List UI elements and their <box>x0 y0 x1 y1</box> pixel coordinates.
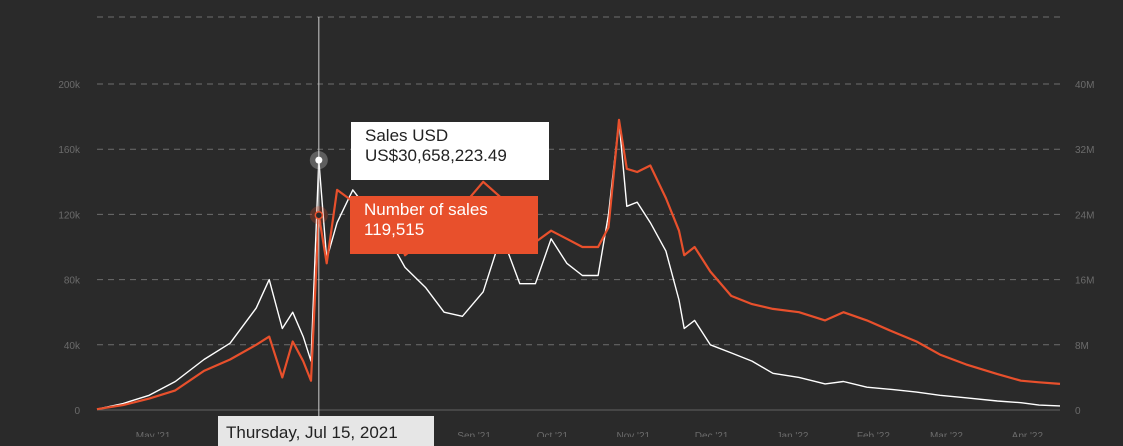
left-axis-tick-label: 80k <box>64 276 81 287</box>
x-axis-tick-label: Jan '22 <box>777 431 809 437</box>
x-axis-tick-label: Oct '21 <box>537 431 569 437</box>
x-axis-tick-label: Sep '21 <box>457 431 491 437</box>
x-axis-tick-label: Dec '21 <box>695 431 729 437</box>
left-axis-tick-label: 40k <box>64 341 81 352</box>
tooltip-sales-usd: Sales USD US$30,658,223.49 <box>351 122 549 180</box>
x-axis-tick-label: Apr '22 <box>1012 431 1044 437</box>
number-of-sales-marker <box>314 210 324 220</box>
sales-chart: 0 40k 80k 120k 160k 200k 0 8M 16M 24M 32M 40M May '2… <box>58 16 1094 446</box>
tooltip-number-of-sales-value: 119,515 <box>364 220 425 239</box>
right-axis-tick-label: 16M <box>1075 276 1094 287</box>
right-axis-tick-label: 32M <box>1075 145 1094 156</box>
tooltip-number-of-sales: Number of sales 119,515 <box>350 196 538 254</box>
right-axis-tick-label: 40M <box>1075 80 1094 91</box>
left-axis-tick-label: 0 <box>74 406 80 417</box>
left-axis-tick-label: 200k <box>58 80 81 91</box>
right-axis-tick-label: 8M <box>1075 341 1089 352</box>
series-line-number-of-sales <box>96 118 1061 411</box>
x-axis-tick-label: Feb '22 <box>857 431 890 437</box>
crosshair-date-label: Thursday, Jul 15, 2021 <box>218 416 434 446</box>
right-axis-tick-label: 0 <box>1075 406 1081 417</box>
tooltip-number-of-sales-label: Number of sales <box>364 200 488 219</box>
tooltip-sales-usd-label: Sales USD <box>365 126 449 145</box>
left-axis-tick-label: 120k <box>58 210 81 221</box>
sales-usd-marker <box>315 156 323 164</box>
tooltip-sales-usd-value: US$30,658,223.49 <box>365 146 507 165</box>
x-axis-tick-label: Nov '21 <box>616 431 650 437</box>
chart-canvas: 0 40k 80k 120k 160k 200k 0 8M 16M 24M 32M 40M May '2… <box>58 16 1094 437</box>
left-axis-tick-label: 160k <box>58 145 81 156</box>
x-axis-tick-label: May '21 <box>136 431 171 437</box>
series-line-sales-usd <box>96 119 1061 410</box>
x-axis-tick-label: Mar '22 <box>930 431 963 437</box>
right-axis-tick-label: 24M <box>1075 210 1094 221</box>
